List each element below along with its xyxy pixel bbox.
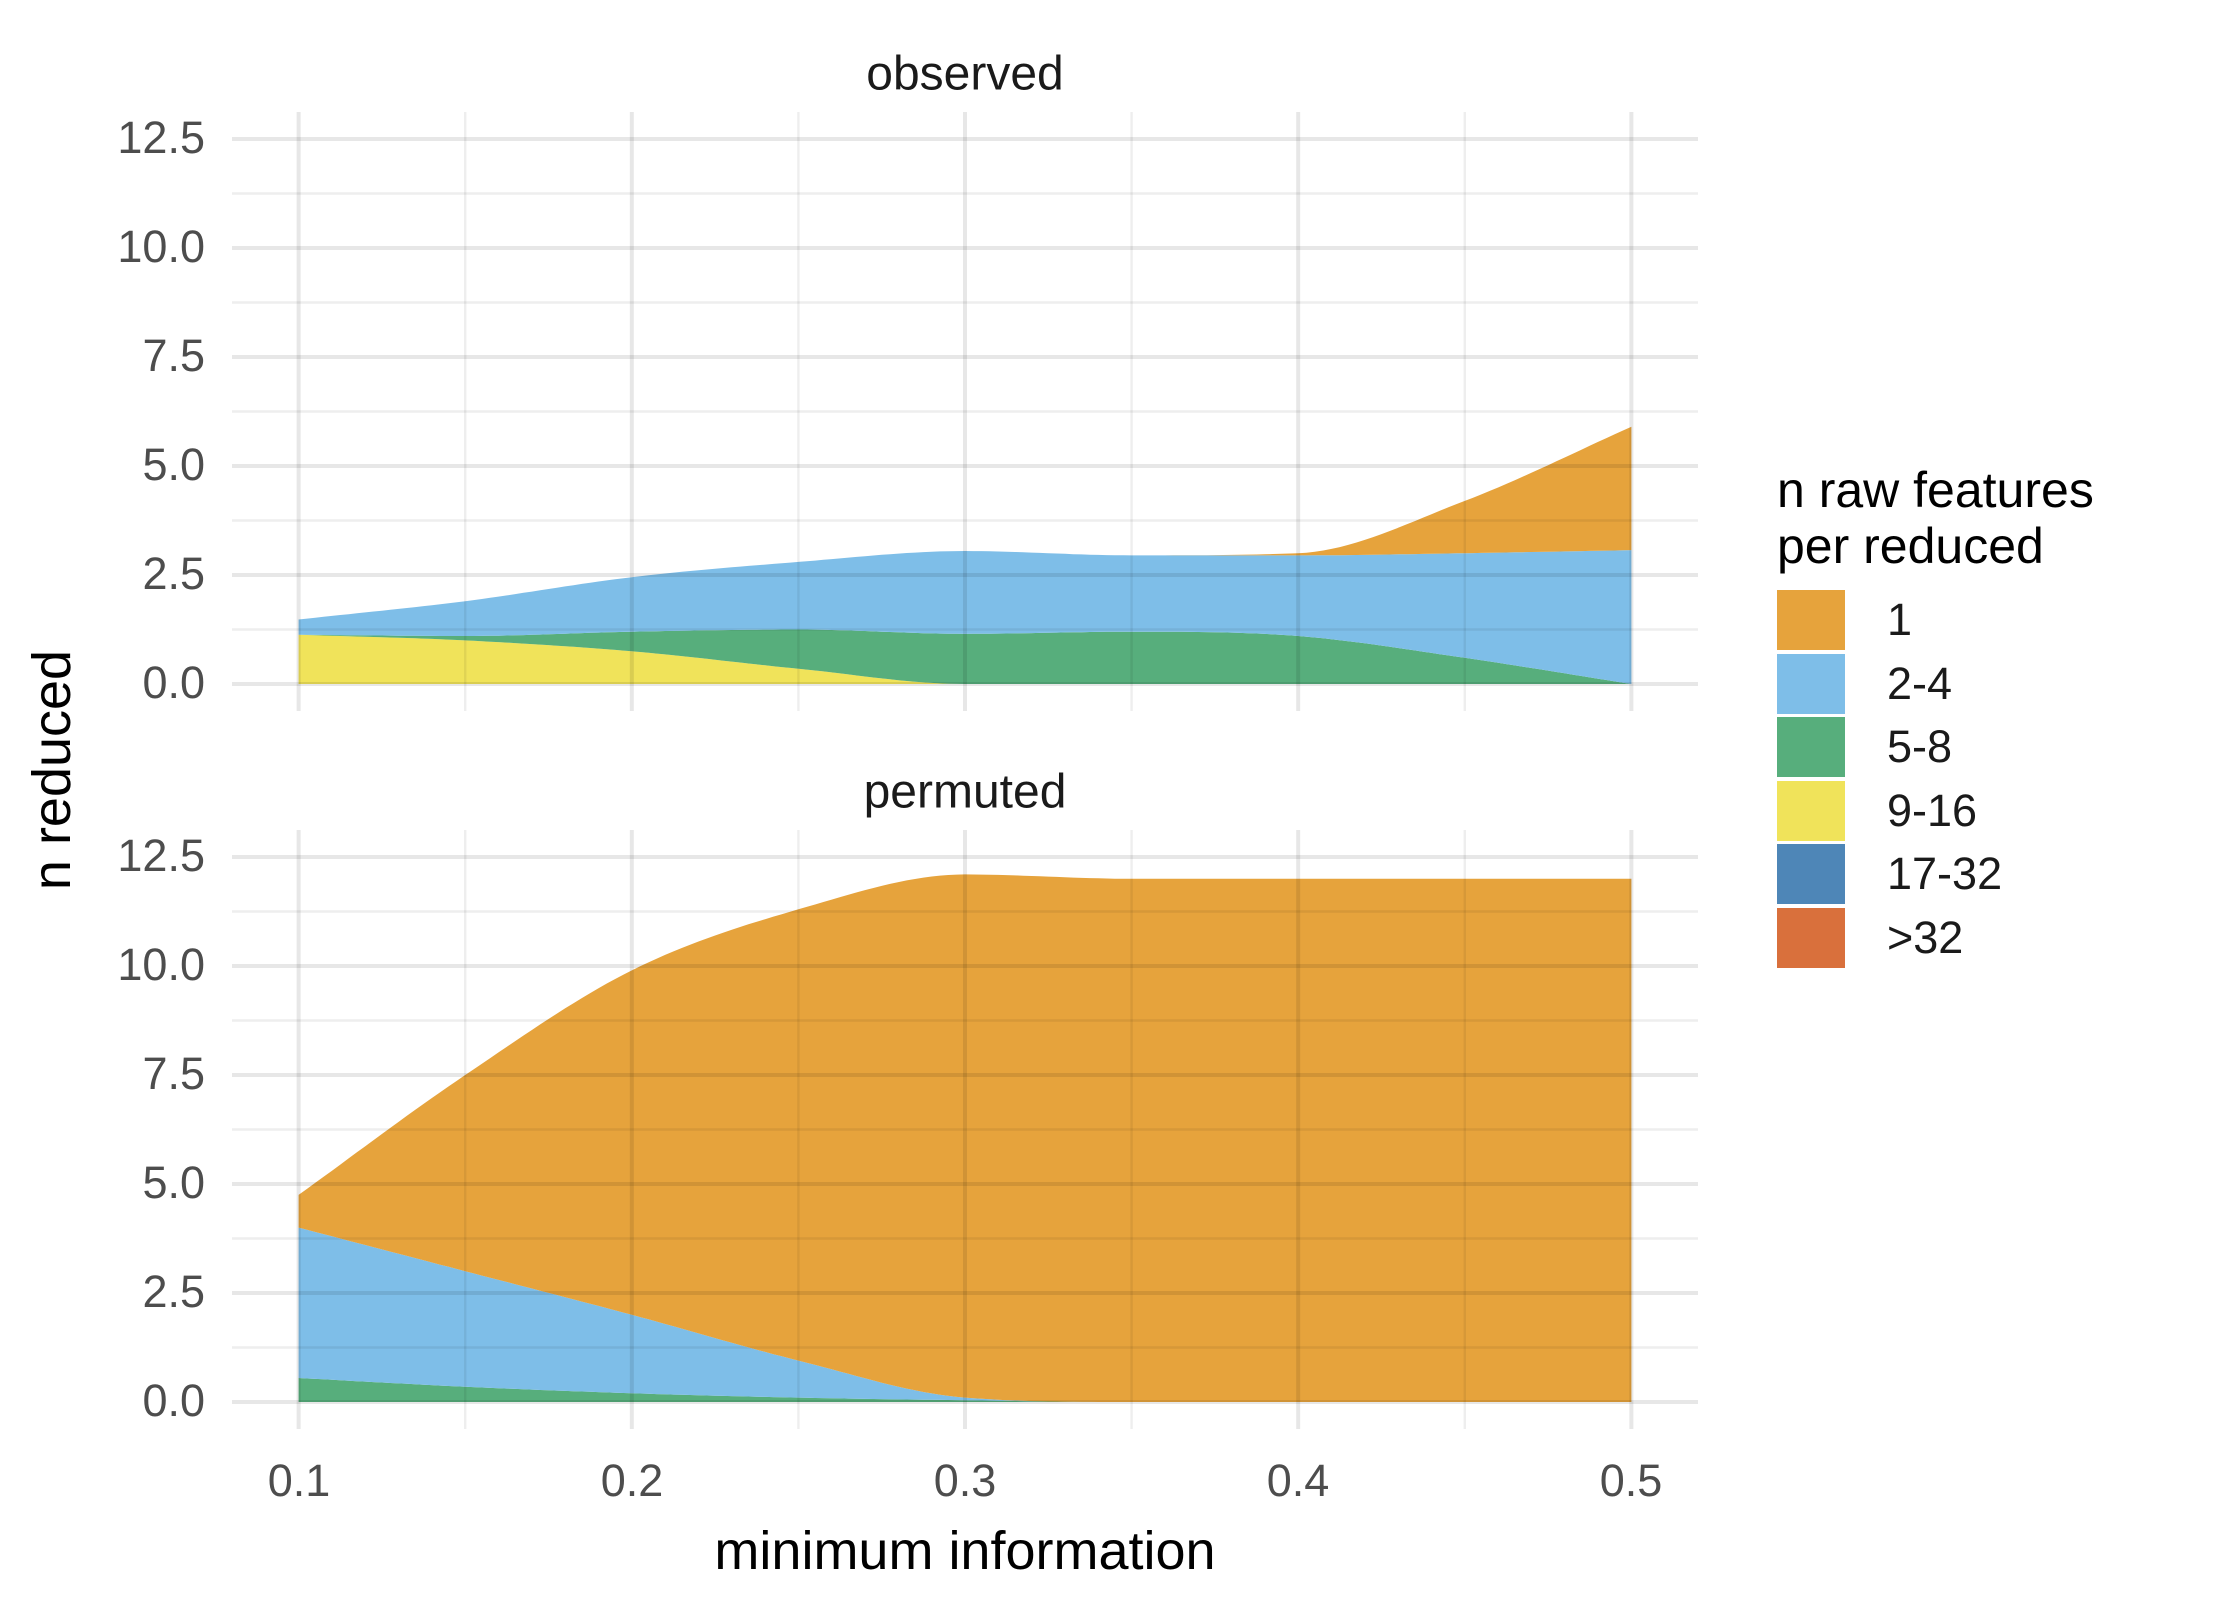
area-observed-9-16	[298, 634, 1632, 684]
legend-label-5-8: 5-8	[1887, 721, 1953, 772]
legend-label->32: >32	[1887, 912, 1964, 963]
facet-title-permuted: permuted	[863, 765, 1067, 819]
y-tick-label: 5.0	[142, 1156, 205, 1208]
legend-title-line-2: per reduced	[1777, 518, 2044, 574]
y-tick-label: 12.5	[117, 111, 205, 163]
legend-swatch-2-4	[1777, 654, 1845, 714]
area-permuted-2-4	[298, 1227, 1632, 1402]
y-tick-label: 10.0	[117, 938, 205, 990]
legend-title: n raw features per reduced	[1777, 462, 2094, 574]
legend-swatch->32	[1777, 908, 1845, 968]
x-tick-label: 0.3	[933, 1455, 997, 1506]
gridlines-observed	[232, 111, 1698, 712]
legend-label-2-4: 2-4	[1887, 658, 1953, 709]
x-tick-label: 0.4	[1266, 1455, 1330, 1506]
y-tick-label: 12.5	[117, 829, 205, 881]
y-tick-label: 7.5	[142, 329, 205, 381]
x-tick-label: 0.5	[1599, 1455, 1663, 1506]
x-tick-label: 0.2	[600, 1455, 664, 1506]
legend-title-line-1: n raw features	[1777, 462, 2094, 518]
y-tick-label: 0.0	[142, 656, 205, 708]
y-tick-label: 5.0	[142, 438, 205, 490]
y-tick-label: 0.0	[142, 1374, 205, 1426]
legend-swatch-5-8	[1777, 717, 1845, 777]
y-tick-label: 2.5	[142, 1265, 205, 1317]
area-observed-2-4	[298, 550, 1632, 684]
y-tick-label: 7.5	[142, 1047, 205, 1099]
area-observed-5-8	[298, 629, 1632, 684]
facet-title-observed: observed	[866, 47, 1064, 101]
y-tick-label: 2.5	[142, 547, 205, 599]
legend-swatch-17-32	[1777, 844, 1845, 904]
y-tick-label: 10.0	[117, 220, 205, 272]
panel-permuted	[232, 829, 1698, 1430]
area-permuted-1	[298, 874, 1632, 1402]
x-tick-label: 0.1	[267, 1455, 331, 1506]
legend-label-17-32: 17-32	[1887, 848, 2003, 899]
legend-label-1: 1	[1887, 594, 1913, 645]
legend-label-9-16: 9-16	[1887, 785, 1978, 836]
area-permuted-5-8	[298, 1378, 1632, 1402]
x-axis-title: minimum information	[714, 1521, 1216, 1581]
legend-swatch-1	[1777, 590, 1845, 650]
legend-swatch-9-16	[1777, 781, 1845, 841]
gridlines-permuted	[232, 829, 1698, 1430]
panel-observed	[232, 111, 1698, 712]
